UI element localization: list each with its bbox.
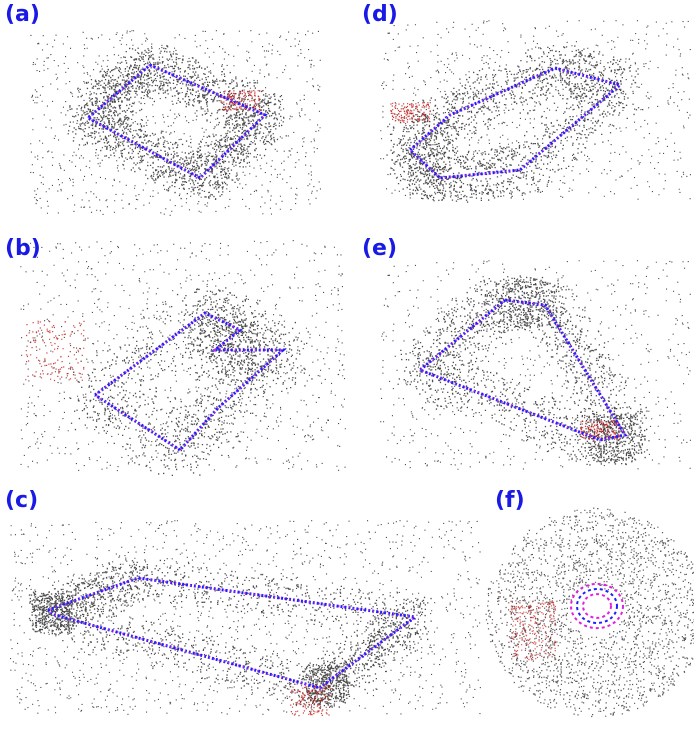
trajectory	[583, 594, 611, 618]
figure: (a) (b) (c) (d) (e) (f)	[0, 0, 694, 729]
points	[10, 520, 481, 715]
panel-label: (a)	[5, 2, 40, 27]
panel-label: (d)	[362, 2, 398, 27]
points	[20, 240, 346, 476]
page: {"panels": [{"label": "(a)"}, {"label": …	[0, 0, 694, 729]
points	[30, 30, 321, 216]
points	[380, 20, 691, 203]
point-cloud	[20, 240, 346, 476]
trajectory	[95, 313, 283, 450]
trajectory	[420, 300, 625, 440]
panel-label: (c)	[5, 488, 38, 513]
red-points	[510, 600, 556, 661]
point-cloud	[380, 20, 691, 203]
trajectory	[571, 584, 623, 628]
point-cloud	[10, 520, 481, 716]
point-cloud	[380, 260, 691, 470]
points	[486, 508, 694, 718]
point-cloud	[30, 30, 321, 216]
panel-label: (f)	[495, 488, 525, 513]
panel-label: (b)	[5, 236, 41, 261]
trajectory	[420, 300, 625, 440]
trajectory	[95, 313, 283, 450]
point-cloud	[486, 508, 694, 718]
point-clouds	[10, 20, 694, 717]
panel-label: (e)	[362, 236, 397, 261]
